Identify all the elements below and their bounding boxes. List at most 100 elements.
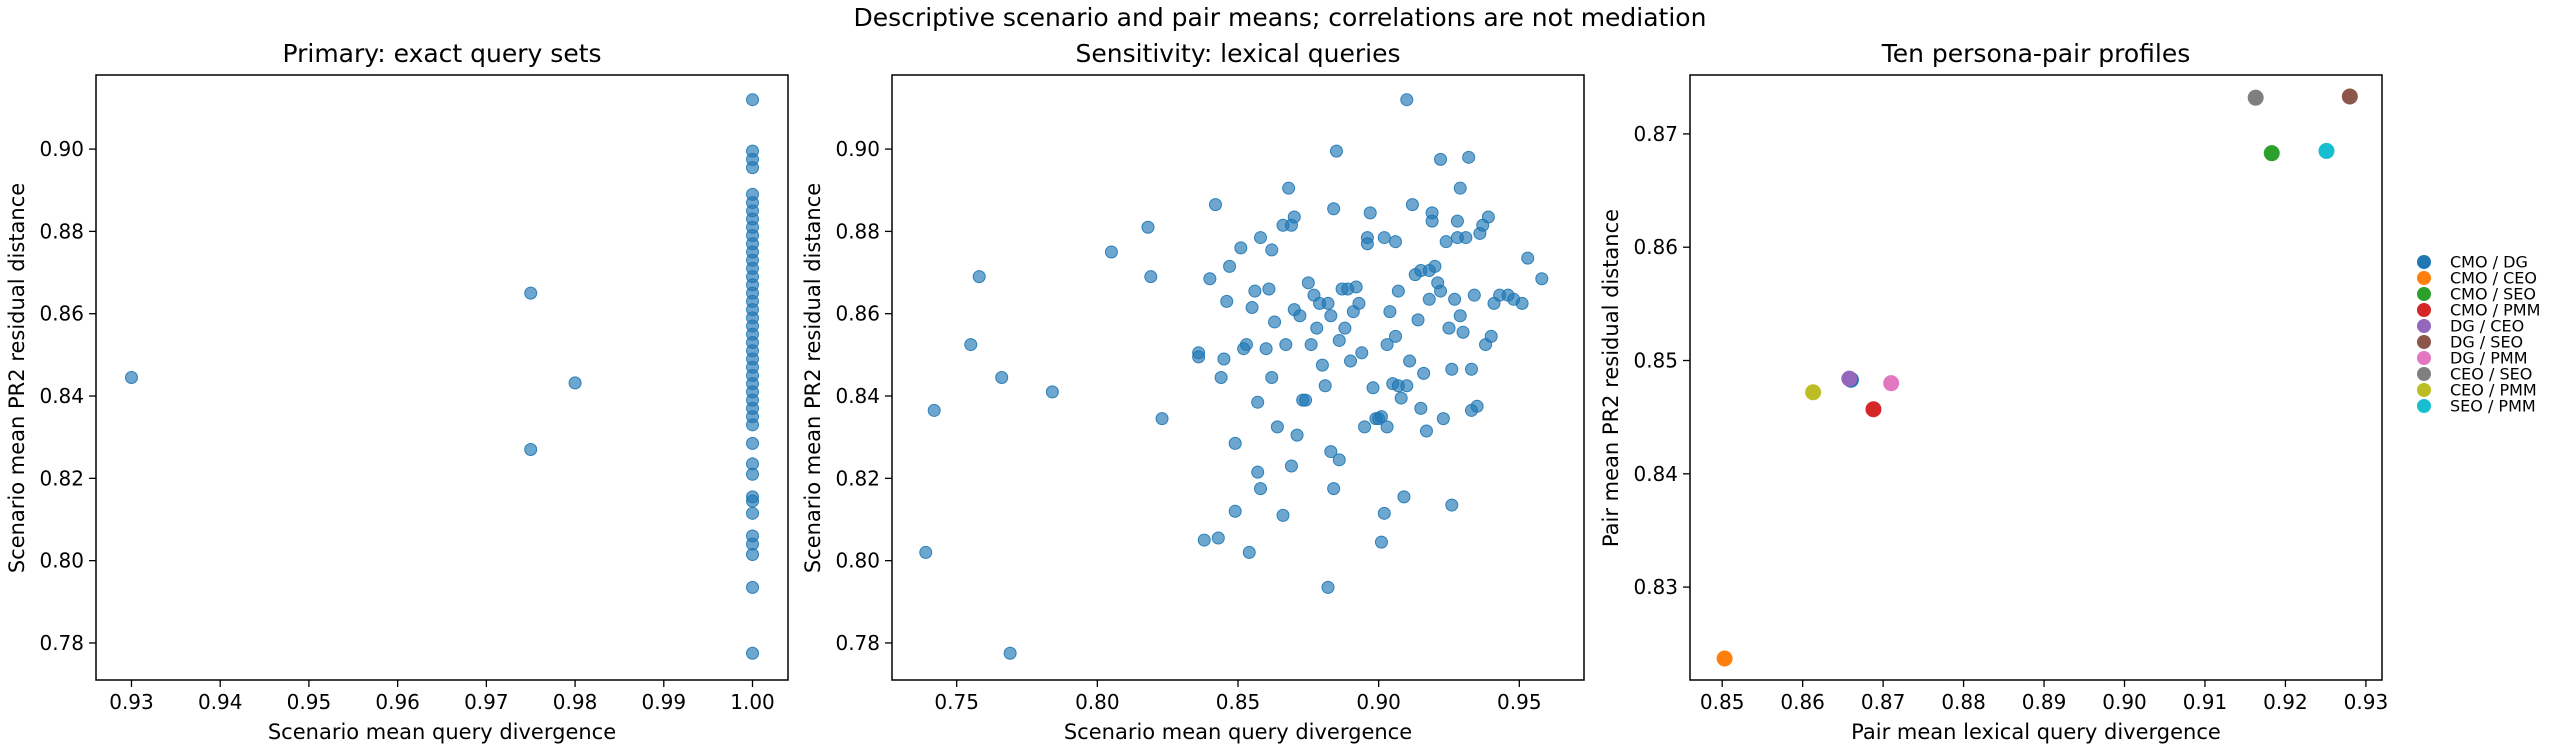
data-point: [1290, 428, 1304, 442]
data-point: [927, 403, 941, 417]
y-tick-label: 0.84: [39, 384, 84, 408]
legend-marker: [2417, 303, 2431, 317]
legend-label: CMO / PMM: [2450, 301, 2540, 320]
y-tick-label: 0.85: [1633, 349, 1678, 373]
data-point: [1268, 315, 1282, 329]
legend-marker: [2417, 399, 2431, 413]
data-point: [1405, 198, 1419, 212]
data-point: [568, 376, 582, 390]
data-point: [1217, 352, 1231, 366]
data-point: [1400, 93, 1414, 107]
data-point: [1344, 354, 1358, 368]
y-tick-label: 0.80: [835, 549, 880, 573]
x-tick-label: 0.86: [1780, 690, 1825, 714]
x-tick-label: 0.80: [1075, 690, 1120, 714]
data-point: [1251, 465, 1265, 479]
pair-point: [2263, 145, 2280, 162]
plot-frame-pairs: [1689, 74, 2383, 681]
data-point: [1453, 181, 1467, 195]
data-point: [1279, 338, 1293, 352]
legend-label: CMO / DG: [2450, 253, 2528, 272]
legend-label: SEO / PMM: [2450, 397, 2536, 416]
data-point: [1144, 270, 1158, 284]
data-point: [972, 270, 986, 284]
y-tick-label: 0.78: [835, 631, 880, 655]
legend-marker: [2417, 271, 2431, 285]
pair-point: [1841, 370, 1858, 387]
data-point: [1349, 280, 1363, 294]
data-point: [995, 371, 1009, 384]
points-primary: [124, 93, 760, 660]
points-pairs: [1716, 88, 2358, 667]
data-point: [1228, 436, 1242, 450]
y-tick-label: 0.82: [39, 466, 84, 490]
data-point: [746, 580, 760, 594]
x-tick-label: 0.88: [1941, 690, 1986, 714]
data-point: [1003, 646, 1017, 660]
data-point: [1374, 410, 1388, 424]
y-tick-label: 0.90: [39, 137, 84, 161]
data-point: [1155, 412, 1169, 426]
data-point: [1464, 362, 1478, 376]
x-tick-label: 0.85: [1700, 690, 1745, 714]
data-point: [1203, 272, 1217, 286]
y-tick-label: 0.83: [1633, 575, 1678, 599]
data-point: [1239, 338, 1253, 352]
data-point: [1332, 333, 1346, 347]
data-point: [1439, 235, 1453, 249]
pair-point: [2318, 142, 2335, 159]
data-point: [1287, 210, 1301, 224]
data-point: [124, 371, 138, 384]
legend-marker: [2417, 287, 2431, 301]
x-tick-label: 0.93: [2344, 690, 2389, 714]
data-point: [1414, 401, 1428, 415]
legend-label: CEO / PMM: [2450, 381, 2537, 400]
data-point: [1254, 231, 1268, 245]
data-point: [746, 506, 760, 520]
data-point: [1318, 379, 1332, 393]
data-point: [1383, 305, 1397, 319]
data-point: [1484, 329, 1498, 343]
x-tick-label: 0.91: [2183, 690, 2228, 714]
data-point: [746, 467, 760, 481]
legend-label: CMO / CEO: [2450, 269, 2537, 288]
data-point: [1442, 321, 1456, 335]
pair-point: [2247, 89, 2264, 106]
data-point: [1417, 366, 1431, 380]
data-point: [1352, 296, 1366, 310]
data-point: [746, 547, 760, 561]
x-axis-label-sensitivity: Scenario mean query divergence: [1064, 720, 1412, 744]
data-point: [1459, 231, 1473, 245]
x-axis-label-primary: Scenario mean query divergence: [268, 720, 616, 744]
data-point: [1299, 393, 1313, 407]
data-point: [1321, 296, 1335, 310]
panel-title-pairs: Ten persona-pair profiles: [1881, 39, 2191, 68]
legend-label: DG / SEO: [2450, 333, 2523, 352]
data-point: [1223, 259, 1237, 273]
data-point: [1428, 259, 1442, 273]
plot-frame-sensitivity: [891, 74, 1585, 681]
data-point: [1360, 237, 1374, 251]
y-tick-label: 0.88: [39, 219, 84, 243]
x-tick-label: 0.87: [1861, 690, 1906, 714]
points-sensitivity: [919, 93, 1549, 660]
data-point: [1358, 420, 1372, 434]
data-point: [1234, 241, 1248, 255]
pair-point: [1716, 650, 1733, 667]
data-point: [1434, 152, 1448, 166]
y-tick-label: 0.80: [39, 549, 84, 573]
panel-sensitivity: Sensitivity: lexical queries 0.75 0.80 0.8…: [801, 39, 1585, 744]
x-tick-label: 0.99: [642, 690, 687, 714]
data-point: [1315, 358, 1329, 372]
data-point: [1521, 251, 1535, 265]
y-tick-label: 0.82: [835, 466, 880, 490]
legend-label: CMO / SEO: [2450, 285, 2536, 304]
data-point: [1324, 309, 1338, 323]
data-point: [1411, 313, 1425, 327]
panel-title-primary: Primary: exact query sets: [282, 39, 601, 68]
data-point: [1403, 354, 1417, 368]
data-point: [1462, 150, 1476, 164]
data-point: [1262, 282, 1276, 296]
